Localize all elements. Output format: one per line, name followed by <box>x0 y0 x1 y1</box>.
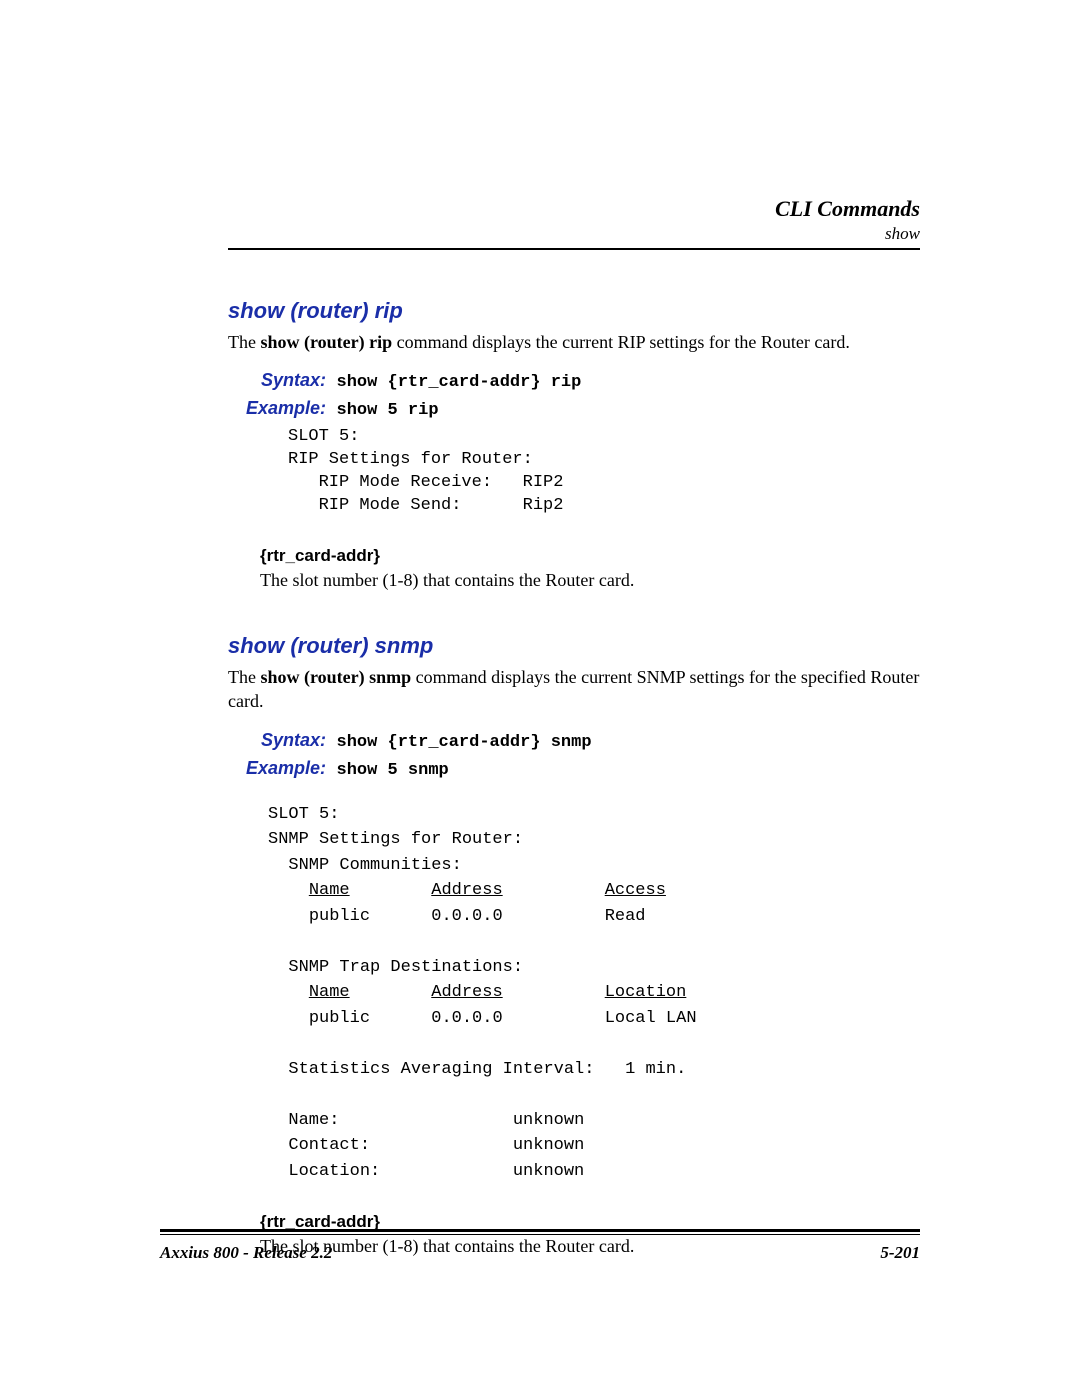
section1-example: Example: show 5 rip <box>244 398 920 420</box>
section1-intro: The show (router) rip command displays t… <box>228 330 920 354</box>
example-value: show 5 rip <box>337 401 439 420</box>
section2-intro-pre: The <box>228 667 260 687</box>
section1-syntax: Syntax: show {rtr_card-addr} rip <box>244 370 920 392</box>
trap-row-name: public <box>309 1009 370 1028</box>
trap-row-addr: 0.0.0.0 <box>431 1009 502 1028</box>
info-location-label: Location: <box>268 1162 380 1181</box>
example-label-2: Example: <box>244 758 326 779</box>
footer-row: Axxius 800 - Release 2.2 5-201 <box>160 1243 920 1263</box>
syntax-label-2: Syntax: <box>244 730 326 751</box>
out-line3: SNMP Communities: <box>268 856 462 875</box>
header-chapter: CLI Commands <box>228 196 920 222</box>
section1-param-heading: {rtr_card-addr} <box>260 546 920 566</box>
page: CLI Commands show show (router) rip The … <box>0 0 1080 1397</box>
section1-intro-post: command displays the current RIP setting… <box>392 332 850 352</box>
footer-right: 5-201 <box>880 1243 920 1263</box>
trap-title: SNMP Trap Destinations: <box>268 958 523 977</box>
footer-rule-thick <box>160 1229 920 1232</box>
example-value-2: show 5 snmp <box>337 761 449 780</box>
syntax-value-2: show {rtr_card-addr} snmp <box>337 733 592 752</box>
comm-hdr-addr: Address <box>431 881 502 900</box>
section2-intro: The show (router) snmp command displays … <box>228 665 920 714</box>
footer-rule-thin <box>160 1234 920 1235</box>
section2-example: Example: show 5 snmp <box>244 758 920 780</box>
info-name-label: Name: <box>268 1111 339 1130</box>
section1-intro-bold: show (router) rip <box>260 332 392 352</box>
section1-title: show (router) rip <box>228 298 920 324</box>
content-area: CLI Commands show show (router) rip The … <box>228 196 920 1257</box>
out-line1: SLOT 5: <box>268 805 339 824</box>
header-section: show <box>228 224 920 244</box>
section2-output: SLOT 5: SNMP Settings for Router: SNMP C… <box>268 802 920 1185</box>
trap-hdr-name: Name <box>309 983 350 1002</box>
comm-hdr-name: Name <box>309 881 350 900</box>
section2-intro-bold: show (router) snmp <box>260 667 411 687</box>
page-footer: Axxius 800 - Release 2.2 5-201 <box>160 1229 920 1263</box>
stats-value: 1 min. <box>625 1060 686 1079</box>
section1-param-text: The slot number (1-8) that contains the … <box>260 570 920 591</box>
footer-left: Axxius 800 - Release 2.2 <box>160 1243 332 1263</box>
section2-title: show (router) snmp <box>228 633 920 659</box>
comm-row-name: public <box>309 907 370 926</box>
comm-hdr-access: Access <box>605 881 666 900</box>
example-label: Example: <box>244 398 326 419</box>
trap-row-loc: Local LAN <box>605 1009 697 1028</box>
out-line2: SNMP Settings for Router: <box>268 830 523 849</box>
trap-hdr-loc: Location <box>605 983 687 1002</box>
syntax-label: Syntax: <box>244 370 326 391</box>
trap-hdr-addr: Address <box>431 983 502 1002</box>
page-header: CLI Commands show <box>228 196 920 244</box>
section1-intro-pre: The <box>228 332 260 352</box>
info-name-value: unknown <box>513 1111 584 1130</box>
info-location-value: unknown <box>513 1162 584 1181</box>
comm-row-access: Read <box>605 907 646 926</box>
section1-output: SLOT 5: RIP Settings for Router: RIP Mod… <box>288 426 920 518</box>
stats-label: Statistics Averaging Interval: <box>268 1060 594 1079</box>
comm-row-addr: 0.0.0.0 <box>431 907 502 926</box>
section2-syntax: Syntax: show {rtr_card-addr} snmp <box>244 730 920 752</box>
info-contact-label: Contact: <box>268 1136 370 1155</box>
header-rule <box>228 248 920 250</box>
syntax-value: show {rtr_card-addr} rip <box>337 373 582 392</box>
info-contact-value: unknown <box>513 1136 584 1155</box>
